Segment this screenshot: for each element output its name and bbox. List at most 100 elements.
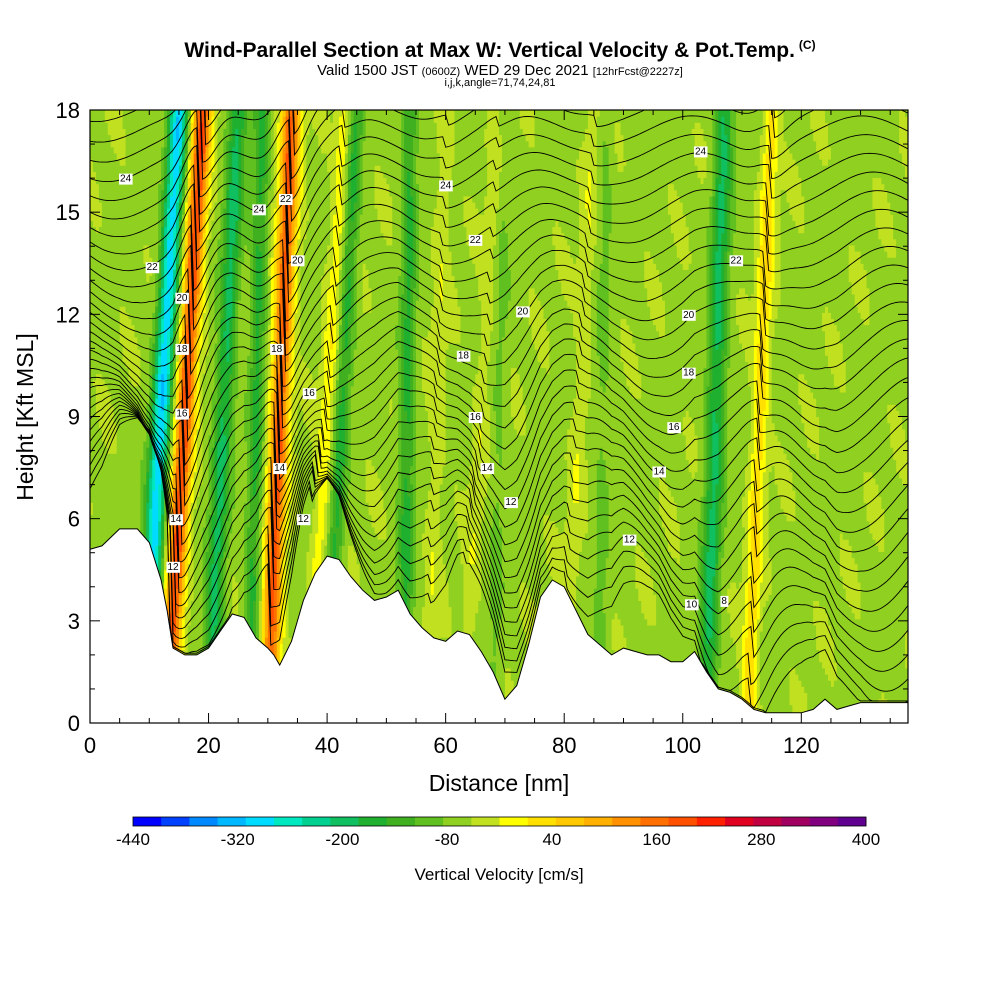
velocity-cell [98,342,103,350]
velocity-cell [92,159,97,166]
velocity-cell [90,195,94,203]
velocity-cell [107,398,112,405]
velocity-cell [104,434,109,442]
velocity-cell [104,226,109,234]
velocity-cell [107,483,112,491]
velocity-cell [98,269,103,277]
velocity-cell [107,502,112,510]
velocity-cell [110,490,115,497]
velocity-cell [113,214,118,221]
velocity-cell [90,257,94,264]
velocity-cell [113,300,118,307]
velocity-cell [95,281,100,289]
velocity-cell [90,483,94,491]
velocity-cell [110,275,115,283]
velocity-cell [90,201,94,209]
velocity-cell [95,250,100,258]
velocity-cell [116,269,121,277]
velocity-cell [98,165,103,172]
velocity-cell [98,385,103,393]
velocity-cell [98,275,103,283]
valid-utc: (0600Z) [422,66,461,78]
velocity-cell [92,300,97,307]
velocity-cell [90,349,94,356]
velocity-cell [113,195,118,203]
velocity-cell [92,171,97,179]
velocity-cell [116,238,121,246]
velocity-cell [110,520,115,528]
velocity-cell [110,514,115,522]
velocity-cell [110,250,115,258]
velocity-cell [101,477,106,485]
velocity-cell [107,318,112,326]
velocity-cell [113,349,118,356]
velocity-cell [90,275,94,283]
velocity-cell [98,152,103,160]
velocity-cell [116,250,121,258]
velocity-cell [116,502,121,510]
velocity-cell [95,140,100,148]
velocity-cell [104,257,109,264]
velocity-cell [95,116,100,123]
velocity-cell [113,312,118,320]
velocity-cell [92,318,97,326]
velocity-cell [98,496,103,503]
velocity-cell [90,441,94,448]
velocity-cell [113,367,118,375]
velocity-cell [95,355,100,362]
velocity-cell [104,220,109,228]
velocity-cell [95,263,100,270]
velocity-cell [107,532,112,540]
velocity-cell [101,471,106,479]
velocity-cell [116,226,121,234]
velocity-cell [116,159,121,166]
velocity-cell [107,379,112,387]
velocity-cell [116,428,121,436]
velocity-cell [101,208,106,215]
velocity-cell [104,171,109,179]
velocity-cell [107,152,112,160]
velocity-cell [90,336,94,344]
velocity-cell [110,159,115,166]
velocity-cell [101,520,106,528]
velocity-cell [113,110,118,117]
velocity-cell [104,275,109,283]
velocity-cell [107,526,112,534]
velocity-cell [101,152,106,160]
velocity-cell [98,220,103,228]
velocity-cell [101,269,106,277]
velocity-cell [107,404,112,411]
velocity-cell [104,373,109,381]
velocity-cell [98,201,103,209]
velocity-cell [92,232,97,240]
velocity-cell [104,465,109,473]
velocity-cell [98,300,103,307]
velocity-cell [107,490,112,497]
velocity-cell [101,355,106,362]
velocity-cell [90,122,94,129]
valid-prefix: Valid 1500 JST [317,62,417,79]
velocity-cell [104,483,109,491]
velocity-cell [95,342,100,350]
velocity-cell [116,208,121,215]
velocity-cell [113,116,118,123]
velocity-cell [113,257,118,264]
velocity-cell [110,312,115,320]
velocity-cell [98,502,103,510]
velocity-cell [98,483,103,491]
velocity-cell [98,146,103,154]
velocity-cell [107,281,112,289]
velocity-cell [95,128,100,136]
vertical-velocity-field [90,110,908,723]
velocity-cell [113,238,118,246]
velocity-cell [113,281,118,289]
velocity-cell [90,171,94,179]
velocity-cell [95,165,100,172]
velocity-cell [113,391,118,399]
velocity-cell [110,306,115,313]
velocity-cell [116,146,121,154]
velocity-cell [110,502,115,510]
velocity-cell [98,477,103,485]
velocity-cell [98,508,103,516]
velocity-cell [104,526,109,534]
